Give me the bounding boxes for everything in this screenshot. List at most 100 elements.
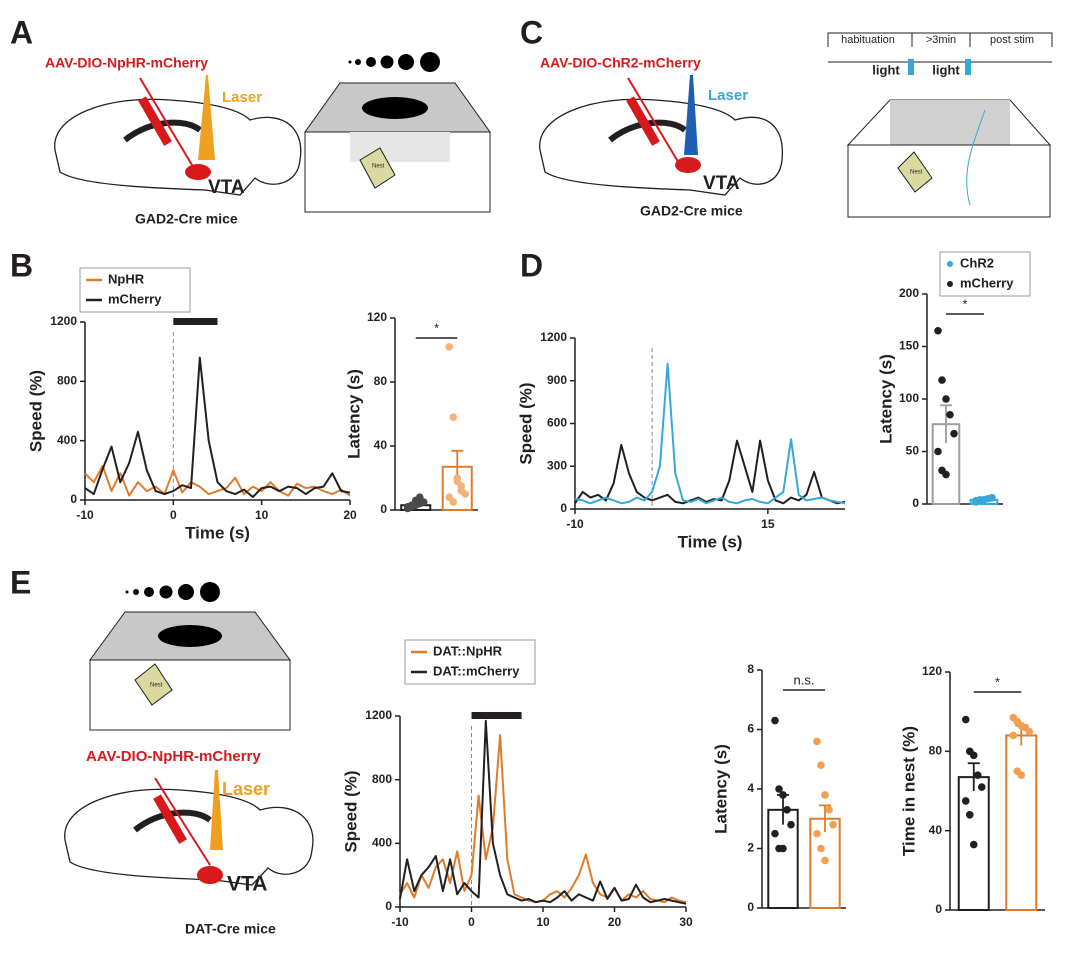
- y-axis-label: Latency (s): [876, 354, 895, 444]
- panel-label: B: [10, 247, 33, 283]
- nest-label: Nest: [150, 683, 163, 689]
- data-point: [829, 820, 837, 829]
- data-point: [775, 785, 783, 793]
- laser-label: Laser: [222, 779, 270, 799]
- significance-label: n.s.: [794, 672, 815, 687]
- y-tick-label: 120: [367, 310, 387, 324]
- data-point: [813, 829, 821, 838]
- data-point: [817, 844, 825, 853]
- y-tick-label: 1200: [365, 708, 392, 722]
- data-point: [771, 829, 779, 838]
- data-point: [946, 410, 954, 419]
- line-series: [399, 734, 687, 904]
- data-point: [825, 806, 833, 814]
- y-tick-label: 120: [922, 664, 942, 678]
- legend-box: [79, 267, 191, 313]
- nest-label: Nest: [372, 164, 385, 170]
- legend-label: mCherry: [108, 291, 162, 306]
- y-axis-label: Speed (%): [516, 382, 535, 464]
- significance-label: *: [995, 674, 1000, 689]
- data-point: [977, 783, 986, 791]
- x-tick-label: 10: [536, 915, 550, 929]
- y-tick-label: 80: [929, 744, 943, 758]
- y-tick-label: 50: [906, 444, 920, 458]
- arena: [846, 99, 1052, 218]
- y-axis-label: Speed (%): [341, 770, 360, 852]
- y-tick-label: 40: [374, 438, 388, 452]
- x-tick-label: 0: [170, 508, 177, 522]
- syringe-body: [153, 794, 187, 844]
- data-point: [973, 771, 982, 779]
- brain: [64, 788, 314, 886]
- data-point: [783, 806, 791, 814]
- syringe: [627, 77, 684, 171]
- data-point: [934, 447, 942, 456]
- region-label: VTA: [208, 177, 245, 198]
- y-tick-label: 0: [560, 501, 567, 515]
- data-point: [942, 470, 950, 479]
- mice-label: DAT-Cre mice: [185, 921, 276, 937]
- data-point: [934, 326, 942, 335]
- light-label: light: [932, 62, 960, 77]
- bar: [1005, 734, 1038, 912]
- legend-label: NpHR: [108, 271, 145, 286]
- region-label: VTA: [703, 173, 740, 194]
- y-tick-label: 0: [385, 899, 392, 913]
- x-tick-label: -10: [566, 517, 584, 531]
- looming-dots: [125, 582, 220, 602]
- data-point: [965, 811, 974, 819]
- injection-site: [185, 164, 211, 180]
- looming-dots: [348, 52, 440, 72]
- y-tick-label: 200: [899, 286, 919, 300]
- data-point: [449, 498, 458, 506]
- data-point: [779, 791, 787, 799]
- y-tick-label: 0: [380, 502, 387, 516]
- data-point: [779, 844, 787, 853]
- y-tick-label: 8: [747, 662, 754, 676]
- laser-beam: [684, 75, 698, 155]
- laser-label: Laser: [708, 87, 748, 104]
- x-tick-label: 10: [255, 508, 269, 522]
- data-point: [1017, 771, 1026, 779]
- timeline-label: post stim: [990, 34, 1034, 46]
- stimulus-bar: [173, 318, 218, 325]
- data-point: [969, 751, 978, 760]
- x-axis-label: Time (s): [185, 523, 250, 542]
- panel-label: C: [520, 14, 543, 50]
- mice-label: GAD2-Cre mice: [640, 203, 743, 219]
- data-point: [445, 343, 454, 351]
- injection-site: [197, 866, 223, 884]
- x-tick-label: 0: [468, 915, 475, 929]
- syringe-body: [138, 96, 172, 146]
- syringe: [154, 777, 211, 866]
- y-tick-label: 800: [57, 374, 77, 388]
- nest-label: Nest: [910, 170, 923, 176]
- panel-label: A: [10, 14, 33, 50]
- light-label: light: [872, 62, 900, 77]
- data-point: [817, 761, 825, 769]
- legend-box: [939, 251, 1031, 297]
- y-tick-label: 1200: [50, 314, 77, 328]
- laser-beam: [210, 770, 223, 850]
- data-point: [453, 474, 462, 482]
- syringe-body: [626, 96, 660, 146]
- significance-label: *: [962, 296, 967, 311]
- data-point: [787, 820, 795, 829]
- panel-label: D: [520, 247, 543, 283]
- y-tick-label: 40: [929, 823, 943, 837]
- y-tick-label: 0: [935, 902, 942, 916]
- y-tick-label: 0: [912, 496, 919, 510]
- laser-label: Laser: [222, 89, 262, 106]
- legend-label: DAT::mCherry: [433, 663, 520, 678]
- brain-structure: [608, 119, 687, 143]
- virus-label: AAV-DIO-NpHR-mCherry: [45, 55, 208, 71]
- virus-label: AAV-DIO-NpHR-mCherry: [86, 748, 261, 765]
- timeline-label: habituation: [841, 34, 895, 46]
- legend-swatch: [947, 261, 953, 267]
- panel-label: E: [10, 564, 31, 600]
- data-point: [1009, 731, 1018, 740]
- mice-label: GAD2-Cre mice: [135, 211, 238, 227]
- y-tick-label: 900: [547, 373, 567, 387]
- syringe: [139, 77, 196, 171]
